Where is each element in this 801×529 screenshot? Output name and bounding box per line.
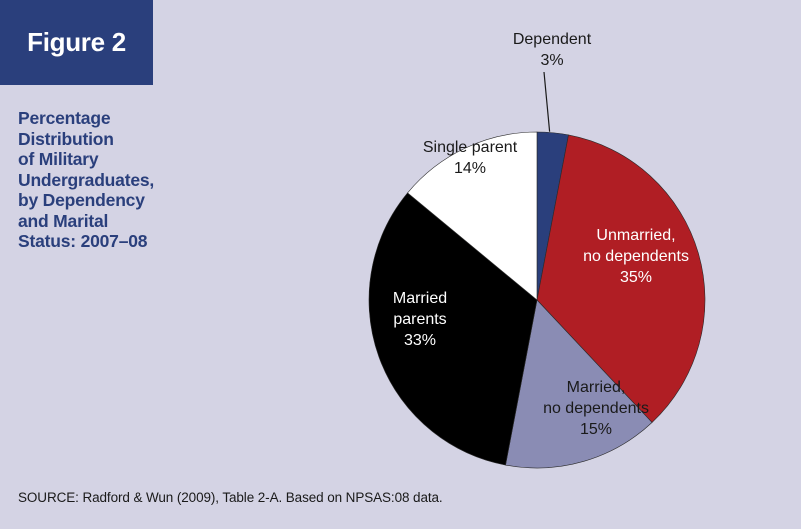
figure-number-tab: Figure 2 [0, 0, 153, 85]
slice-label-line: Dependent [513, 31, 592, 48]
slice-label-line: no dependents [583, 248, 689, 265]
slice-label-line: 15% [580, 421, 612, 438]
slice-label-line: Married [393, 290, 447, 307]
slice-label-married-no-dependents: Married, no dependents 15% [543, 379, 649, 438]
slice-label-line: parents [393, 311, 446, 328]
leader-line-dependent [543, 71, 551, 132]
pie-slice-married-parents [368, 192, 538, 466]
pie-slice-married-no-dependents [505, 299, 653, 469]
slice-label-line: 14% [454, 160, 486, 177]
chart-title: Percentage Distribution of Military Unde… [18, 108, 155, 251]
slice-label-unmarried-no-dependents: Unmarried, no dependents 35% [583, 227, 689, 286]
slice-label-line: Married, [567, 379, 626, 396]
pie-slice-unmarried-no-dependents [536, 134, 706, 423]
pie-slice-single-parent [407, 131, 538, 301]
slice-label-line: 35% [620, 269, 652, 286]
slice-label-line: Unmarried, [596, 227, 675, 244]
slice-label-dependent: Dependent 3% [513, 31, 592, 69]
source-note: SOURCE: Radford & Wun (2009), Table 2-A.… [18, 490, 443, 505]
slice-label-single-parent: Single parent 14% [423, 139, 518, 177]
slice-label-line: Single parent [423, 139, 518, 156]
slice-label-line: 3% [540, 52, 563, 69]
slice-label-married-parents: Married parents 33% [393, 290, 447, 349]
slice-label-line: 33% [404, 332, 436, 349]
slice-label-line: no dependents [543, 400, 649, 417]
